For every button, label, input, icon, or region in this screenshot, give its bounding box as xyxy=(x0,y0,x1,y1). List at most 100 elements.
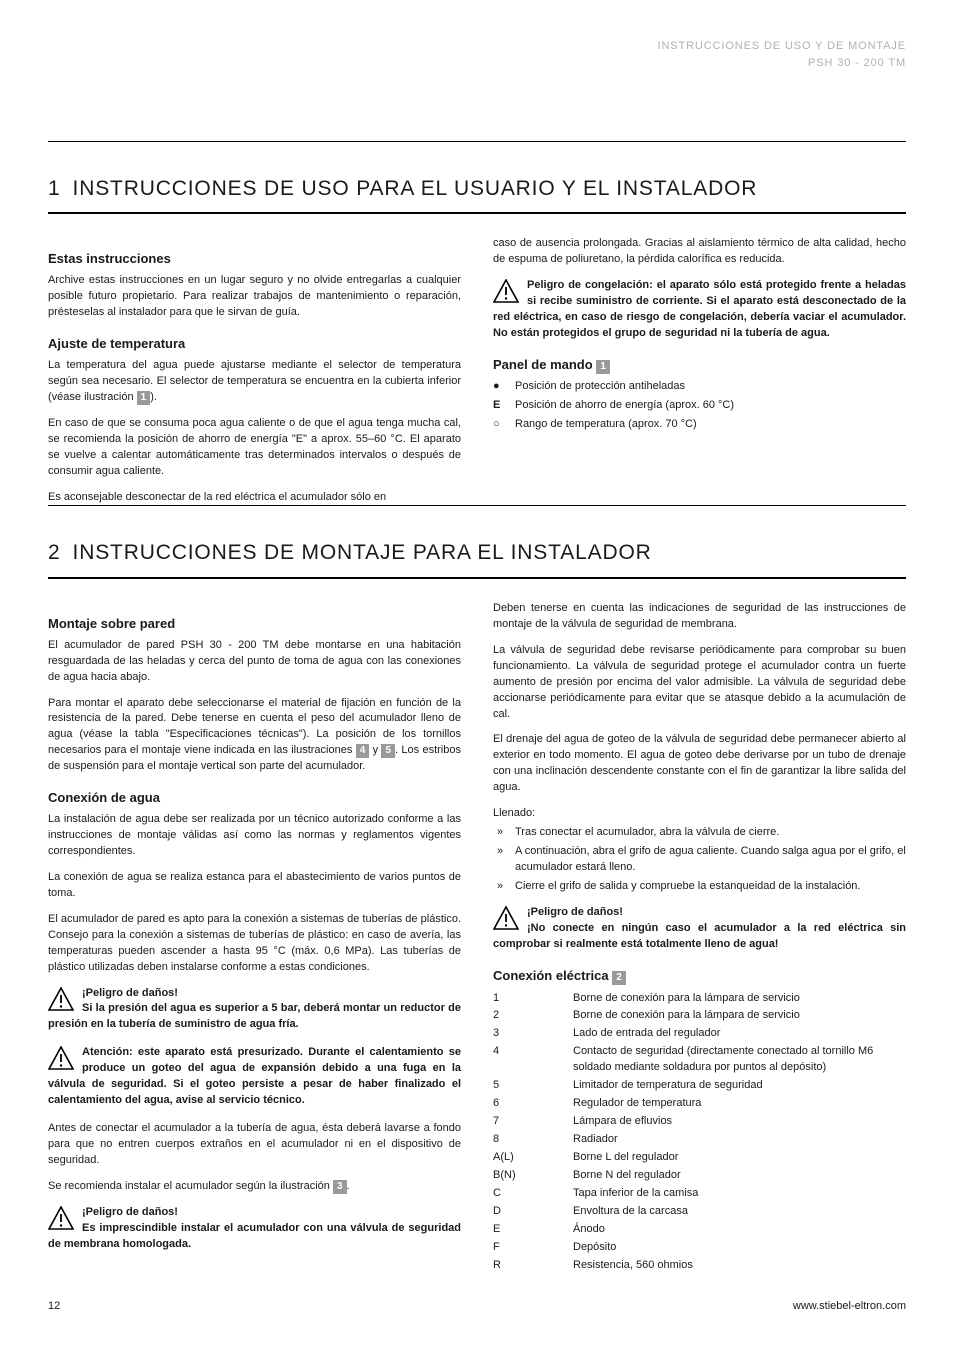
legend-value: Depósito xyxy=(573,1239,906,1257)
s1-p1: Archive estas instrucciones en un lugar … xyxy=(48,273,461,321)
legend-row: EÁnodo xyxy=(493,1221,906,1239)
legend-value: Envoltura de la carcasa xyxy=(573,1203,906,1221)
section1-number: 1 xyxy=(48,177,61,200)
legend-row: RResistencia, 560 ohmios xyxy=(493,1257,906,1275)
warning-icon xyxy=(48,1046,74,1070)
warning-icon xyxy=(493,279,519,303)
s1-p4: Es aconsejable desconectar de la red elé… xyxy=(48,490,461,506)
legend-key: D xyxy=(493,1203,573,1221)
legend-row: B(N)Borne N del regulador xyxy=(493,1167,906,1185)
section1-col-left: Estas instrucciones Archive estas instru… xyxy=(48,236,461,505)
warning-icon xyxy=(48,987,74,1011)
section2-title: 2 INSTRUCCIONES DE MONTAJE PARA EL INSTAL… xyxy=(48,538,906,578)
panel-item-2: ○Rango de temperatura (aprox. 70 °C) xyxy=(493,417,906,433)
legend-value: Limitador de temperatura de seguridad xyxy=(573,1077,906,1095)
s1-h-panel: Panel de mando 1 xyxy=(493,356,906,375)
section2-rule: 2 INSTRUCCIONES DE MONTAJE PARA EL INSTAL… xyxy=(48,505,906,578)
legend-row: 8Radiador xyxy=(493,1131,906,1149)
s2-h-montaje: Montaje sobre pared xyxy=(48,615,461,634)
legend-value: Regulador de temperatura xyxy=(573,1095,906,1113)
s2-p1: El acumulador de pared PSH 30 - 200 TM d… xyxy=(48,638,461,686)
warning-pressurized: Atención: este aparato está presurizado.… xyxy=(48,1045,461,1109)
s1-p3: En caso de que se consuma poca agua cali… xyxy=(48,416,461,480)
legend-key: R xyxy=(493,1257,573,1275)
s2-p6: Antes de conectar el acumulador a la tub… xyxy=(48,1121,461,1169)
legend-key: 3 xyxy=(493,1025,573,1043)
legend-key: 5 xyxy=(493,1077,573,1095)
panel-list: ●Posición de protección antiheladas EPos… xyxy=(493,379,906,433)
s2-p4: La conexión de agua se realiza estanca p… xyxy=(48,870,461,902)
section1-title-text: INSTRUCCIONES DE USO PARA EL USUARIO Y E… xyxy=(73,177,758,200)
ref-2: 2 xyxy=(612,971,626,985)
legend-value: Borne de conexión para la lámpara de ser… xyxy=(573,1007,906,1025)
legend-row: FDepósito xyxy=(493,1239,906,1257)
s2r-p1: Deben tenerse en cuenta las indicaciones… xyxy=(493,601,906,633)
fill-item-2: Cierre el grifo de salida y compruebe la… xyxy=(493,879,906,895)
section2-columns: Montaje sobre pared El acumulador de par… xyxy=(48,601,906,1275)
section1-title: 1 INSTRUCCIONES DE USO PARA EL USUARIO Y … xyxy=(48,174,906,214)
legend-value: Ánodo xyxy=(573,1221,906,1239)
warning-icon xyxy=(493,906,519,930)
legend-key: C xyxy=(493,1185,573,1203)
legend-row: CTapa inferior de la camisa xyxy=(493,1185,906,1203)
s1-h-ajuste: Ajuste de temperatura xyxy=(48,335,461,354)
ref-4: 4 xyxy=(356,744,370,758)
section2-col-left: Montaje sobre pared El acumulador de par… xyxy=(48,601,461,1275)
s1-p2: La temperatura del agua puede ajustarse … xyxy=(48,358,461,406)
section1-columns: Estas instrucciones Archive estas instru… xyxy=(48,236,906,505)
warning-frost-text: Peligro de congelación: el aparato sólo … xyxy=(493,279,906,339)
s2-p7: Se recomienda instalar el acumulador seg… xyxy=(48,1179,461,1195)
fill-item-0: Tras conectar el acumulador, abra la vál… xyxy=(493,825,906,841)
legend-key: F xyxy=(493,1239,573,1257)
page-header: INSTRUCCIONES DE USO Y DE MONTAJE PSH 30… xyxy=(48,38,906,71)
legend-value: Borne N del regulador xyxy=(573,1167,906,1185)
header-line2: PSH 30 - 200 TM xyxy=(48,55,906,72)
legend-value: Borne L del regulador xyxy=(573,1149,906,1167)
legend-row: A(L)Borne L del regulador xyxy=(493,1149,906,1167)
s2-p2: Para montar el aparato debe seleccionars… xyxy=(48,696,461,776)
legend-row: 6Regulador de temperatura xyxy=(493,1095,906,1113)
page-number: 12 xyxy=(48,1299,60,1315)
section1-col-right: caso de ausencia prolongada. Gracias al … xyxy=(493,236,906,505)
legend-value: Lado de entrada del regulador xyxy=(573,1025,906,1043)
legend-value: Radiador xyxy=(573,1131,906,1149)
legend-key: 7 xyxy=(493,1113,573,1131)
legend-key: 6 xyxy=(493,1095,573,1113)
s2r-p2: La válvula de seguridad debe revisarse p… xyxy=(493,643,906,723)
section1-rule: 1 INSTRUCCIONES DE USO PARA EL USUARIO Y … xyxy=(48,141,906,214)
s2r-p3: El drenaje del agua de goteo de la válvu… xyxy=(493,732,906,796)
s2-p3: La instalación de agua debe ser realizad… xyxy=(48,812,461,860)
fill-heading: Llenado: xyxy=(493,806,906,822)
legend-key: 4 xyxy=(493,1043,573,1077)
warning-valve: ¡Peligro de daños! Es imprescindible ins… xyxy=(48,1205,461,1253)
legend-key: 1 xyxy=(493,990,573,1008)
legend-row: 2Borne de conexión para la lámpara de se… xyxy=(493,1007,906,1025)
legend-value: Contacto de seguridad (directamente cone… xyxy=(573,1043,906,1077)
warning-electrical-fill: ¡Peligro de daños! ¡No conecte en ningún… xyxy=(493,905,906,953)
warning-frost: Peligro de congelación: el aparato sólo … xyxy=(493,278,906,342)
legend-value: Resistencia, 560 ohmios xyxy=(573,1257,906,1275)
ref-5: 5 xyxy=(381,744,395,758)
s1-h-instrucciones: Estas instrucciones xyxy=(48,250,461,269)
legend-row: 3Lado de entrada del regulador xyxy=(493,1025,906,1043)
section2-title-text: INSTRUCCIONES DE MONTAJE PARA EL INSTALA… xyxy=(73,541,652,564)
s2-p5: El acumulador de pared es apto para la c… xyxy=(48,912,461,976)
fill-item-1: A continuación, abra el grifo de agua ca… xyxy=(493,844,906,876)
warning-pressure: ¡Peligro de daños! Si la presión del agu… xyxy=(48,986,461,1034)
warning-icon xyxy=(48,1206,74,1230)
page-footer: 12 www.stiebel-eltron.com xyxy=(48,1299,906,1315)
legend-row: 1Borne de conexión para la lámpara de se… xyxy=(493,990,906,1008)
legend-key: 2 xyxy=(493,1007,573,1025)
panel-item-0: ●Posición de protección antiheladas xyxy=(493,379,906,395)
ref-3: 3 xyxy=(333,1180,347,1194)
section2-number: 2 xyxy=(48,541,61,564)
ref-1a: 1 xyxy=(137,391,151,405)
electrical-legend-table: 1Borne de conexión para la lámpara de se… xyxy=(493,990,906,1275)
legend-key: B(N) xyxy=(493,1167,573,1185)
legend-key: 8 xyxy=(493,1131,573,1149)
legend-value: Tapa inferior de la camisa xyxy=(573,1185,906,1203)
legend-row: 4Contacto de seguridad (directamente con… xyxy=(493,1043,906,1077)
s2-h-conexion-electrica: Conexión eléctrica 2 xyxy=(493,967,906,986)
legend-row: DEnvoltura de la carcasa xyxy=(493,1203,906,1221)
panel-item-1: EPosición de ahorro de energía (aprox. 6… xyxy=(493,398,906,414)
